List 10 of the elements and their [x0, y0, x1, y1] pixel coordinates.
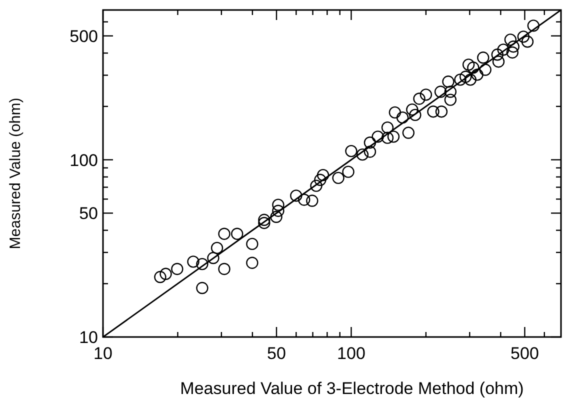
- y-tick-label: 10: [79, 328, 98, 347]
- x-tick-label: 50: [267, 344, 286, 363]
- x-tick-label: 500: [510, 344, 539, 363]
- y-tick-label: 500: [70, 26, 98, 46]
- x-tick-label: 100: [337, 344, 366, 363]
- y-tick-label: 50: [79, 204, 98, 224]
- y-axis-title: Measured Value (ohm): [7, 98, 24, 250]
- y-tick-label: 100: [70, 150, 98, 170]
- x-tick-label: 10: [94, 344, 112, 363]
- x-axis-title: Measured Value of 3-Electrode Method (ohm): [180, 379, 524, 398]
